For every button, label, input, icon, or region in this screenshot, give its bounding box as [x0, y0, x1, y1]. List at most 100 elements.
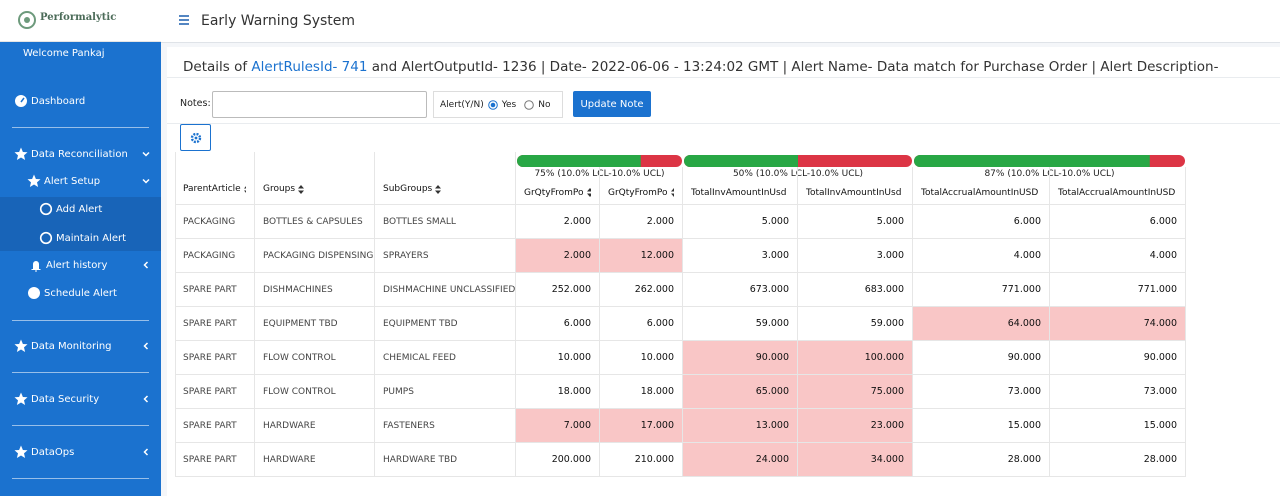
table-cell: 65.000: [683, 375, 798, 409]
table-cell: PACKAGING DISPENSING: [255, 239, 375, 273]
details-rest: and AlertOutputId- 1236 | Date- 2022-06-…: [371, 59, 1219, 75]
radio-yes[interactable]: [487, 99, 498, 110]
chevron: [142, 178, 150, 184]
sort-arrows: [670, 188, 674, 197]
table-cell: 3.000: [683, 239, 798, 273]
notes-input[interactable]: [212, 91, 427, 118]
menu-item[interactable]: Alert Setup: [27, 171, 100, 191]
table-cell: 13.000: [683, 409, 798, 443]
table-cell: 90.000: [683, 341, 798, 375]
table-cell: 18.000: [516, 375, 600, 409]
menu-icon: [39, 231, 53, 245]
group-bar: [517, 155, 682, 167]
column-header[interactable]: GrQtyFromPo: [516, 167, 600, 205]
menu-divider: [12, 478, 149, 479]
table-cell: 2.000: [600, 205, 683, 239]
menu-label: DataOps: [31, 446, 75, 458]
table-cell: 683.000: [798, 273, 913, 307]
bell: [31, 261, 41, 272]
star: [14, 445, 28, 458]
column-header[interactable]: GrQtyFromPo: [600, 167, 683, 205]
column-header[interactable]: TotalAccrualAmountInUSD: [913, 167, 1050, 205]
menu-label: Maintain Alert: [56, 232, 127, 244]
menu-item[interactable]: Alert history: [29, 255, 107, 275]
menu-icon: [14, 392, 28, 405]
table-cell: BOTTLES SMALL: [375, 205, 516, 239]
sidebar: Dashboard Data Reconciliation Alert Setup A…: [0, 0, 161, 496]
column-header[interactable]: ParentArticle: [175, 152, 255, 205]
chevron: [143, 395, 149, 403]
menu-item[interactable]: DataOps: [14, 442, 74, 462]
chevron-path: [142, 151, 150, 157]
circle: [39, 231, 53, 245]
table-cell: SPARE PART: [175, 409, 255, 443]
column-header[interactable]: TotalAccrualAmountInUSD: [1050, 167, 1186, 205]
logo-area: Performalytic: [0, 0, 161, 42]
menu-item[interactable]: Data Security: [14, 389, 99, 409]
table-cell: 64.000: [913, 307, 1050, 341]
table-cell: 10.000: [516, 341, 600, 375]
table-cell: 90.000: [1050, 341, 1186, 375]
no-label: No: [538, 99, 551, 110]
menu-item[interactable]: Dashboard: [14, 91, 85, 111]
menu-icon: [15, 95, 27, 107]
table-cell: 262.000: [600, 273, 683, 307]
menu-item[interactable]: Add Alert: [39, 199, 102, 219]
table-cell: SPARE PART: [175, 443, 255, 477]
table-cell: 252.000: [516, 273, 600, 307]
table-cell: SPARE PART: [175, 341, 255, 375]
menu-divider: [12, 372, 149, 373]
table-cell: 10.000: [600, 341, 683, 375]
bar-progress: [914, 155, 1150, 167]
table-cell: 28.000: [913, 443, 1050, 477]
table-left-border: [175, 152, 176, 477]
logo-icon: [18, 11, 36, 29]
radio-no[interactable]: [524, 99, 535, 110]
table-cell: 18.000: [600, 375, 683, 409]
menu-divider: [12, 320, 149, 321]
separator: [167, 123, 1280, 124]
table-cell: 771.000: [1050, 273, 1186, 307]
table-cell: PACKAGING: [175, 239, 255, 273]
menu-icon: [31, 261, 41, 272]
chevron-path: [143, 261, 149, 269]
top-bar: Early Warning System: [161, 0, 1280, 43]
menu-item[interactable]: Schedule Alert: [27, 283, 117, 303]
chevron-path: [142, 178, 150, 184]
table-cell: 100.000: [798, 341, 913, 375]
table-cell: PACKAGING: [175, 205, 255, 239]
hamburger[interactable]: [179, 15, 190, 25]
sort-icon: [298, 184, 305, 194]
logo-text: Performalytic: [40, 12, 117, 23]
column-header[interactable]: Groups: [255, 152, 375, 205]
update-note-button[interactable]: Update Note: [573, 91, 651, 117]
menu-icon: [27, 174, 41, 187]
column-header[interactable]: TotalInvAmountInUsd: [683, 167, 798, 205]
table-cell: SPARE PART: [175, 375, 255, 409]
menu-item[interactable]: Maintain Alert: [39, 228, 126, 248]
column-header[interactable]: SubGroups: [375, 152, 516, 205]
chevron: [143, 261, 149, 269]
circle: [39, 202, 53, 216]
column-header[interactable]: TotalInvAmountInUsd: [798, 167, 913, 205]
menu-label: Data Reconciliation: [31, 148, 128, 160]
chevron: [143, 448, 149, 456]
table-cell: 17.000: [600, 409, 683, 443]
table-cell: 12.000: [600, 239, 683, 273]
table-cell: CHEMICAL FEED: [375, 341, 516, 375]
table-cell: 7.000: [516, 409, 600, 443]
menu-item[interactable]: Data Monitoring: [14, 336, 112, 356]
clock: [28, 287, 40, 299]
menu-label: Schedule Alert: [44, 287, 117, 299]
alert-rule-link[interactable]: AlertRulesId- 741: [251, 59, 368, 75]
table-cell: SPRAYERS: [375, 239, 516, 273]
table-cell: 2.000: [516, 205, 600, 239]
table-cell: 6.000: [913, 205, 1050, 239]
menu-item[interactable]: Data Reconciliation: [14, 144, 128, 164]
settings-button[interactable]: [180, 124, 211, 151]
table-cell: 4.000: [1050, 239, 1186, 273]
table-cell: 59.000: [798, 307, 913, 341]
table-cell: 34.000: [798, 443, 913, 477]
table-cell: 24.000: [683, 443, 798, 477]
group-bar: [684, 155, 912, 167]
